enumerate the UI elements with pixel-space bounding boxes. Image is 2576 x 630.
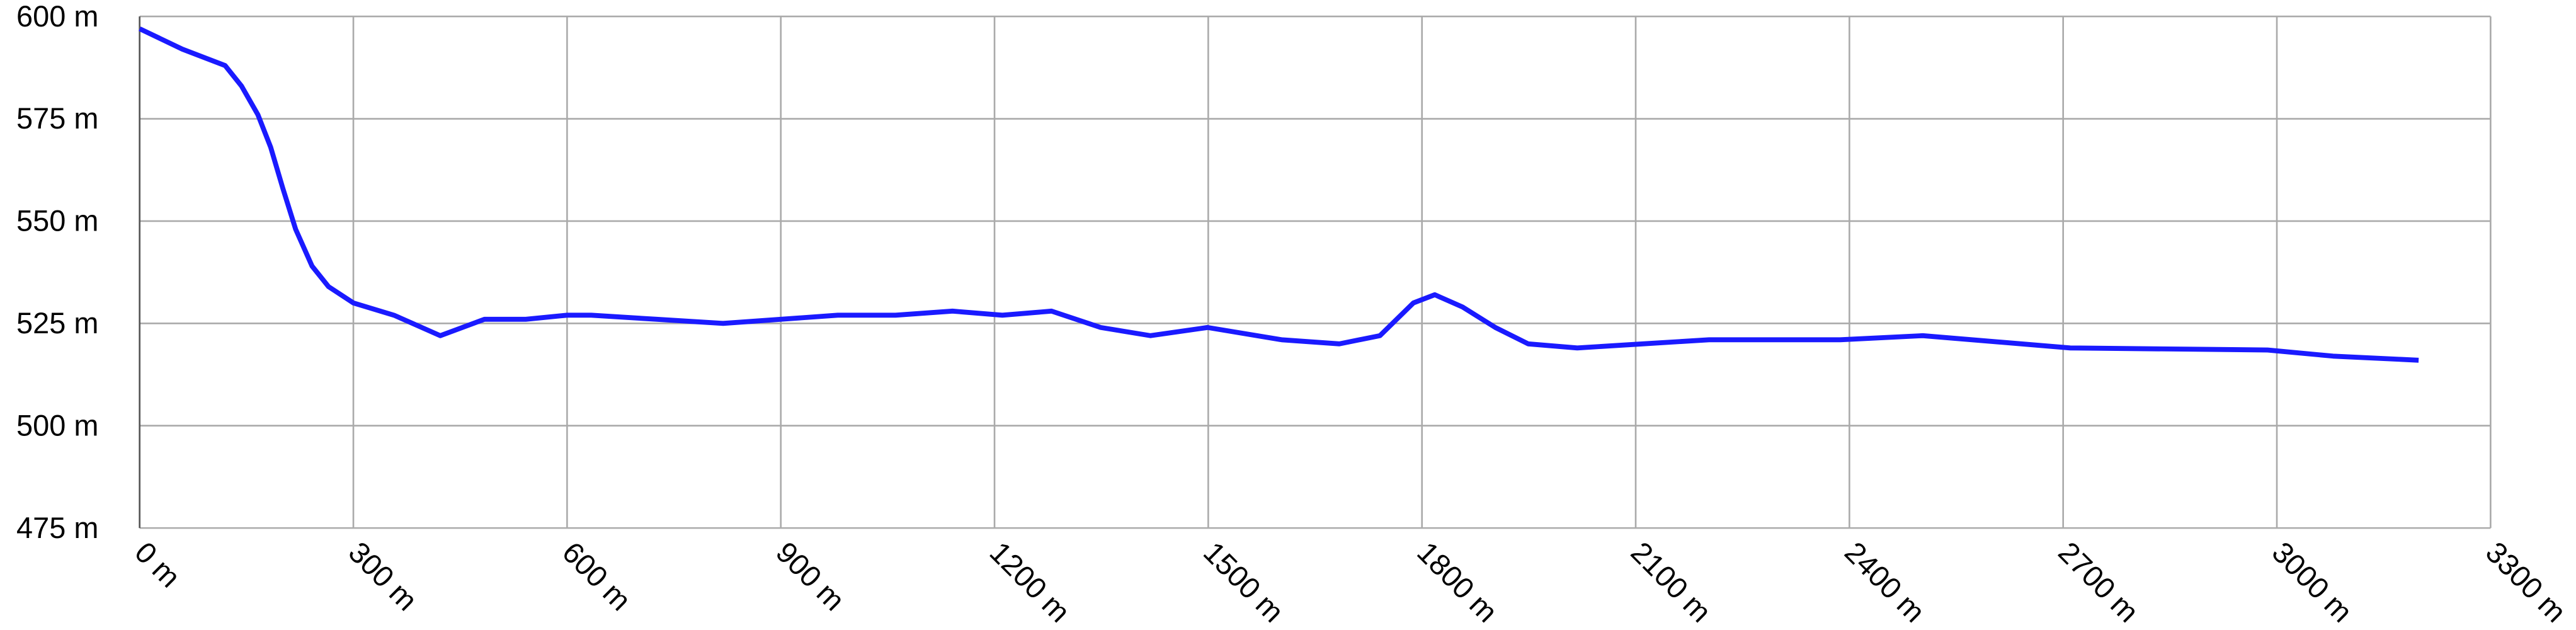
x-tick-label: 600 m <box>556 535 638 617</box>
x-tick-label: 2400 m <box>1838 535 1932 628</box>
x-tick-label: 2100 m <box>1625 535 1718 628</box>
elevation-line <box>139 26 2419 363</box>
y-tick-label: 600 m <box>16 0 98 33</box>
x-tick-label: 1500 m <box>1197 535 1291 628</box>
x-tick-label: 2700 m <box>2052 535 2145 628</box>
x-tick-label: 3300 m <box>2480 535 2573 628</box>
y-tick-label: 550 m <box>16 204 98 238</box>
y-tick-label: 525 m <box>16 306 98 340</box>
y-tick-label: 475 m <box>16 511 98 544</box>
x-tick-label: 900 m <box>770 535 852 617</box>
x-tick-label: 0 m <box>128 535 187 593</box>
x-tick-label: 1200 m <box>984 535 1077 628</box>
y-tick-label: 575 m <box>16 101 98 135</box>
x-tick-label: 3000 m <box>2266 535 2359 628</box>
y-tick-label: 500 m <box>16 408 98 442</box>
x-tick-label: 1800 m <box>1411 535 1504 628</box>
x-tick-label: 300 m <box>343 535 425 617</box>
